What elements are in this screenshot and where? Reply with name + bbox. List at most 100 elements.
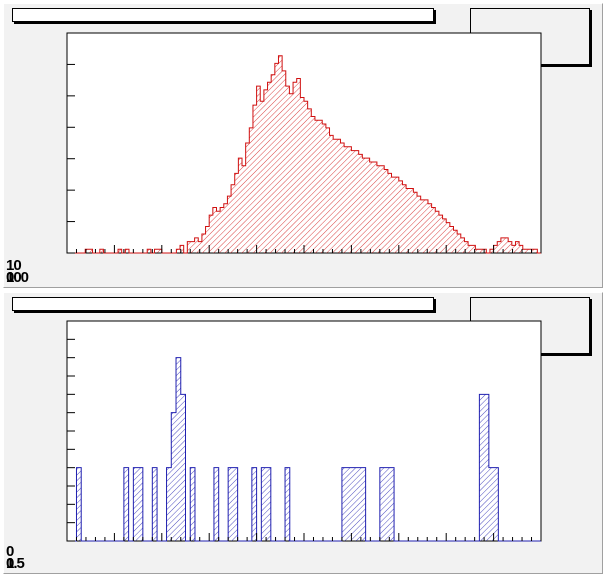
histogram-bar — [449, 226, 454, 253]
histogram-bar — [380, 165, 385, 253]
histogram-bar — [325, 127, 330, 253]
histogram-bar — [347, 146, 352, 253]
histogram-bar — [194, 237, 199, 253]
histogram-bar — [296, 78, 301, 253]
histogram-bar — [282, 70, 286, 254]
histogram-bar — [526, 249, 531, 253]
histogram-bar — [351, 467, 357, 541]
histogram-bar — [464, 241, 469, 253]
histogram-pad-top: 10 0 100 — [3, 3, 603, 288]
histogram-bar — [278, 55, 283, 253]
histogram-bar — [356, 467, 361, 541]
histogram-bar — [500, 237, 505, 253]
histogram-bar — [263, 89, 268, 254]
histogram-bar — [289, 93, 294, 253]
x-tick-label: 1.5 — [6, 555, 25, 572]
y-ticks — [67, 32, 75, 254]
histogram-bar — [341, 467, 347, 541]
histogram-pad-bottom: 0 0 1.5 — [3, 292, 603, 574]
histogram-bar — [205, 226, 210, 253]
histogram-bar — [209, 215, 213, 253]
histogram-bar — [318, 120, 323, 253]
histogram-bar — [216, 211, 221, 253]
histogram-bar — [227, 196, 232, 253]
histogram-bar — [311, 116, 315, 253]
histogram-bar — [285, 86, 290, 253]
histogram-bar — [293, 82, 297, 253]
histogram-bar — [242, 165, 246, 253]
histogram-bar — [340, 143, 345, 253]
x-ticks — [66, 533, 542, 541]
histogram-bar — [468, 245, 472, 253]
histogram-bar — [166, 467, 172, 541]
histogram-bar — [442, 218, 447, 253]
histogram-bar — [329, 135, 334, 253]
histogram-bar — [234, 173, 239, 253]
histogram-bar — [511, 245, 516, 253]
histogram-bar — [251, 467, 257, 541]
histogram-bar — [417, 196, 421, 253]
y-ticks — [67, 320, 75, 542]
histogram-bar — [138, 467, 143, 541]
histogram-bar — [228, 467, 233, 541]
histogram-bar — [180, 245, 184, 253]
histogram-bar — [391, 177, 396, 253]
histogram-bar — [406, 188, 410, 253]
x-tick-label: 100 — [6, 269, 29, 286]
histogram-bar — [398, 180, 403, 253]
histogram-bar — [431, 207, 436, 253]
histogram-bar — [336, 139, 341, 253]
histogram-bar — [267, 82, 272, 253]
title-box — [12, 297, 434, 311]
histogram-bar — [435, 211, 439, 253]
y-tick-label: 10 — [6, 257, 21, 274]
histogram-bar — [427, 203, 432, 253]
histogram-bar — [344, 146, 348, 253]
histogram-bar — [304, 101, 308, 253]
x-tick-label: 0 — [6, 555, 14, 572]
histogram-bar — [133, 467, 139, 541]
histogram-bar — [123, 467, 129, 541]
histogram-bar — [413, 192, 418, 253]
histogram-bar — [533, 249, 538, 253]
histogram-bar — [314, 120, 319, 253]
histogram-bar — [420, 199, 425, 253]
histogram-bar — [88, 249, 93, 253]
histogram-bar — [384, 169, 388, 253]
histogram-bar — [154, 249, 159, 253]
histogram-bar — [351, 150, 356, 253]
histogram-bar — [238, 158, 243, 253]
histogram-bar — [176, 249, 181, 253]
histogram-bar — [187, 241, 191, 253]
x-tick-label: 0 — [6, 269, 14, 286]
histogram-bar — [261, 467, 267, 541]
bars — [76, 357, 499, 541]
histogram-bar — [475, 249, 480, 253]
histogram-bar — [358, 154, 363, 253]
histogram-bar — [522, 249, 527, 253]
histogram-bar — [274, 63, 279, 254]
histogram-bottom-plot: 001.5 — [6, 320, 542, 572]
histogram-bar — [85, 249, 89, 253]
histogram-bar — [379, 467, 385, 541]
histogram-bar — [365, 158, 370, 253]
histogram-bar — [479, 249, 483, 253]
histogram-bar — [190, 467, 195, 541]
bars — [85, 55, 538, 254]
histogram-bar — [460, 237, 465, 253]
histogram-bar — [220, 207, 224, 253]
histogram-bar — [457, 234, 461, 253]
histogram-bar — [260, 101, 264, 253]
histogram-bar — [152, 467, 158, 541]
histogram-bar — [147, 249, 151, 253]
histogram-bar — [515, 241, 520, 253]
histogram-bar — [198, 241, 202, 253]
histogram-bar — [252, 105, 257, 253]
histogram-bar — [446, 222, 450, 253]
histogram-bar — [504, 237, 509, 253]
histogram-bar — [125, 249, 129, 253]
histogram-bar — [190, 241, 195, 253]
histogram-bar — [395, 177, 399, 253]
